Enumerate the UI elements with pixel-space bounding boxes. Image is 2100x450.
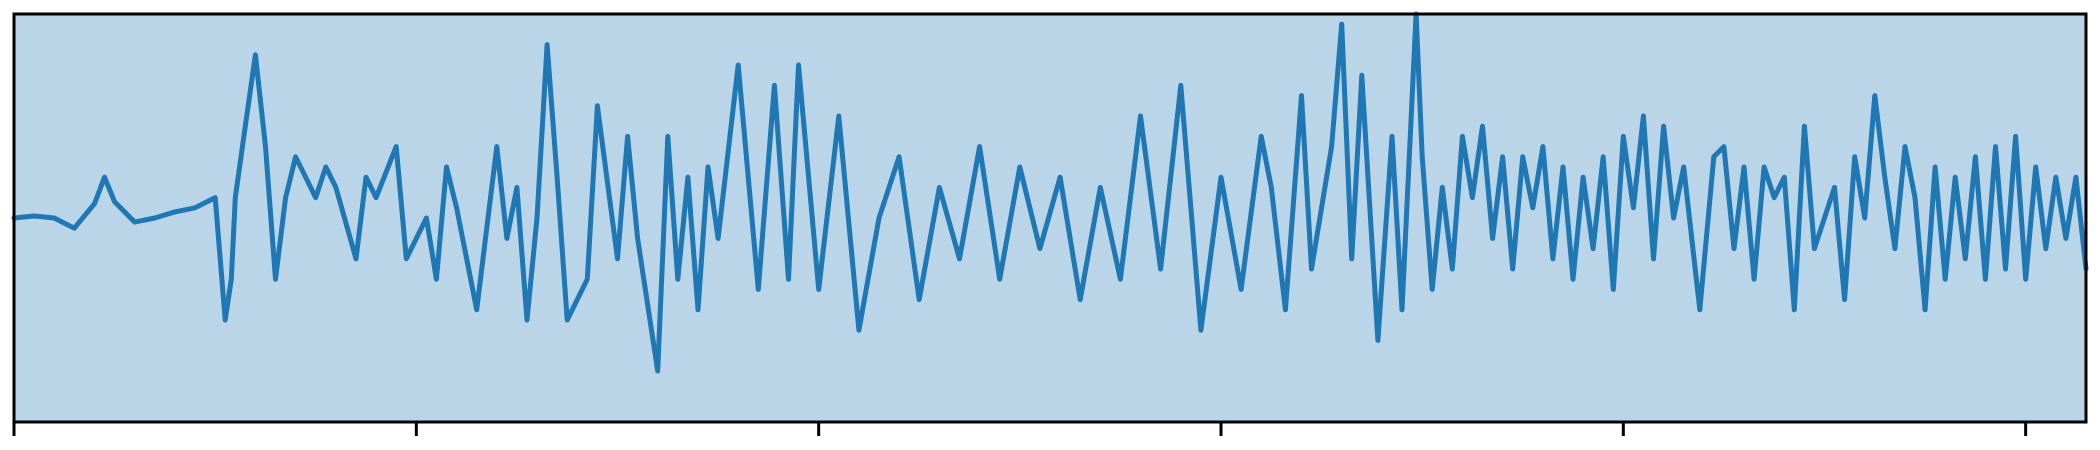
plot-frame	[12, 12, 2088, 424]
series-line-0	[11, 11, 2089, 374]
